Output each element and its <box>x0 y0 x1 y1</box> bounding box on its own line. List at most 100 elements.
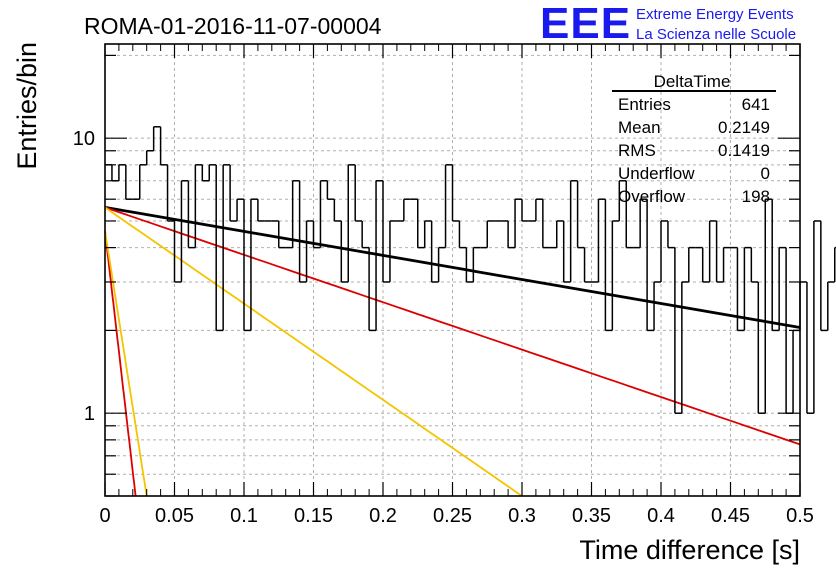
histogram-bin <box>611 220 620 331</box>
histogram-bin <box>757 281 766 414</box>
histogram-bin <box>229 164 238 222</box>
histogram-bin <box>319 180 328 248</box>
histogram-bin <box>576 180 585 249</box>
histogram-bin <box>257 199 265 222</box>
histogram-bin <box>152 126 161 151</box>
stats-label-mean: Mean <box>618 118 661 137</box>
histogram <box>105 126 836 414</box>
x-axis-title: Time difference [s] <box>579 535 800 565</box>
x-tick-label: 0.4 <box>647 505 675 527</box>
histogram-bin <box>437 246 446 282</box>
histogram-bin <box>201 164 210 182</box>
stats-value-overflow: 198 <box>742 187 770 206</box>
histogram-bin <box>368 247 377 332</box>
histogram-bin <box>750 247 759 283</box>
histogram-bin <box>820 220 828 332</box>
histogram-bin <box>208 164 217 181</box>
histogram-bin <box>507 220 516 249</box>
histogram-bin <box>472 246 481 282</box>
y-tick-label: 10 <box>73 128 95 150</box>
logo-line-1: Extreme Energy Events <box>636 6 794 23</box>
histogram-bin <box>187 180 196 249</box>
fit-curve-black <box>104 206 801 329</box>
histogram-bin <box>736 247 745 332</box>
stats-label-overflow: Overflow <box>618 187 686 206</box>
axis-ticks <box>104 44 801 497</box>
x-tick-label: 0.15 <box>294 505 333 527</box>
histogram-bin <box>722 246 731 282</box>
histogram-bin <box>451 164 460 222</box>
x-tick-label: 0.45 <box>711 505 750 527</box>
histogram-bin <box>354 164 363 222</box>
histogram-bin <box>792 329 800 414</box>
histogram-bin <box>417 199 425 249</box>
histogram-bin <box>194 164 203 248</box>
histogram-bin <box>125 164 133 200</box>
histogram-bin <box>827 281 835 331</box>
x-tick-label: 0.2 <box>369 505 397 527</box>
histogram-bin <box>542 199 550 249</box>
fit-curve-red <box>104 206 801 446</box>
histogram-bin <box>236 198 244 221</box>
histogram-bin <box>569 180 578 282</box>
histogram-bin <box>243 199 251 332</box>
histogram-bin <box>215 164 224 332</box>
stats-box: DeltaTime Entries 641 Mean 0.2149 RMS 0.… <box>612 72 776 206</box>
stats-value-entries: 641 <box>742 95 770 114</box>
histogram-bin <box>347 164 356 282</box>
histogram-bin <box>361 220 370 249</box>
logo-eee-mark: EEE <box>540 0 631 48</box>
histogram-bin <box>486 220 495 248</box>
x-tick-label: 0.35 <box>572 505 611 527</box>
histogram-bin <box>444 164 453 248</box>
histogram-bin <box>173 220 182 283</box>
histogram-bin <box>674 247 682 414</box>
logo-line-2: La Scienza nelle Scuole <box>636 26 796 43</box>
histogram-bin <box>667 220 675 249</box>
x-tick-label: 0.5 <box>786 505 814 527</box>
eee-logo: EEE Extreme Energy Events La Scienza nel… <box>540 0 796 48</box>
histogram-bin <box>597 198 606 282</box>
stats-value-rms: 0.1419 <box>718 141 770 160</box>
histogram-bin <box>660 220 668 282</box>
histogram-bin <box>688 246 696 282</box>
histogram-bin <box>715 220 724 283</box>
histogram-bin <box>430 220 439 283</box>
histogram-bin <box>333 199 342 222</box>
histogram-bin <box>298 180 307 283</box>
histogram-bin <box>799 281 807 331</box>
fit-curve-red <box>104 230 137 497</box>
histogram-bin <box>465 247 474 283</box>
histogram-bin <box>278 220 286 249</box>
histogram-bin <box>778 246 787 331</box>
histogram-bin <box>111 164 119 182</box>
histogram-bin <box>625 180 634 249</box>
histogram-bin <box>403 198 411 221</box>
histogram-bin <box>139 164 147 200</box>
histogram-bin <box>521 199 529 222</box>
histogram-bin <box>423 220 432 248</box>
histogram-bin <box>222 164 231 331</box>
histogram-bin <box>159 126 168 166</box>
histogram-bin <box>375 180 383 331</box>
histogram-bin <box>535 198 543 221</box>
histogram-bin <box>562 220 571 283</box>
histogram-bin <box>771 199 780 332</box>
y-tick-label: 1 <box>84 403 95 425</box>
histogram-bin <box>291 180 300 248</box>
stats-label-entries: Entries <box>618 95 671 114</box>
grid <box>105 44 800 496</box>
stats-value-underflow: 0 <box>761 164 770 183</box>
fit-curve-yellow <box>104 230 148 497</box>
histogram-bin <box>646 199 655 332</box>
histogram-bin <box>556 220 564 248</box>
histogram-bin <box>583 247 592 283</box>
x-tick-label: 0 <box>99 505 110 527</box>
histogram-bin <box>312 220 321 249</box>
histogram-bin <box>118 164 126 181</box>
histogram-bin <box>743 246 752 331</box>
histogram-bin <box>618 180 627 221</box>
histogram-bin <box>813 220 821 414</box>
histogram-bin <box>681 281 689 414</box>
